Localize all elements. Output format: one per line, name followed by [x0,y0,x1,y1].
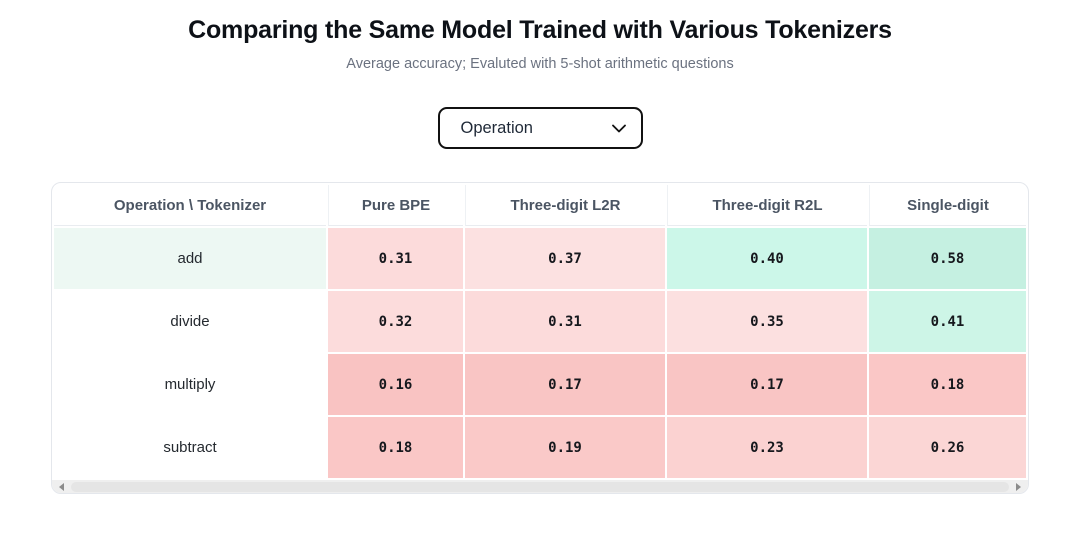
page-title: Comparing the Same Model Trained with Va… [188,16,892,44]
cell-divide-pure-bpe: 0.32 [328,291,463,352]
cell-add-three-digit-r2l: 0.40 [667,228,867,289]
cell-add-pure-bpe: 0.31 [328,228,463,289]
cell-multiply-three-digit-l2r: 0.17 [465,354,665,415]
row-label-add: add [54,228,326,289]
scrollbar-thumb[interactable] [71,481,1009,492]
cell-add-single-digit: 0.58 [869,228,1026,289]
column-header-three-digit-l2r: Three-digit L2R [465,185,665,226]
cell-multiply-single-digit: 0.18 [869,354,1026,415]
cell-subtract-single-digit: 0.26 [869,417,1026,478]
table-row-divide: divide 0.32 0.31 0.35 0.41 [54,291,1026,352]
chevron-down-icon [611,124,626,133]
cell-multiply-pure-bpe: 0.16 [328,354,463,415]
dropdown-row: Operation [0,107,1080,149]
cell-subtract-three-digit-l2r: 0.19 [465,417,665,478]
cell-subtract-three-digit-r2l: 0.23 [667,417,867,478]
table-row-add: add 0.31 0.37 0.40 0.58 [54,228,1026,289]
horizontal-scrollbar[interactable] [52,480,1028,493]
table-row-multiply: multiply 0.16 0.17 0.17 0.18 [54,354,1026,415]
scroll-left-arrow-icon[interactable] [59,482,64,491]
scroll-right-arrow-icon[interactable] [1016,482,1021,491]
cell-add-three-digit-l2r: 0.37 [465,228,665,289]
column-header-operation-tokenizer: Operation \ Tokenizer [54,185,326,226]
heatmap-table-card: Operation \ Tokenizer Pure BPE Three-dig… [51,182,1029,494]
cell-subtract-pure-bpe: 0.18 [328,417,463,478]
page-subtitle: Average accuracy; Evaluted with 5-shot a… [346,56,734,72]
cell-divide-single-digit: 0.41 [869,291,1026,352]
cell-divide-three-digit-l2r: 0.31 [465,291,665,352]
column-header-pure-bpe: Pure BPE [328,185,463,226]
row-label-divide: divide [54,291,326,352]
row-label-multiply: multiply [54,354,326,415]
row-label-subtract: subtract [54,417,326,478]
table-row-subtract: subtract 0.18 0.19 0.23 0.26 [54,417,1026,478]
heatmap-table: Operation \ Tokenizer Pure BPE Three-dig… [52,183,1028,480]
cell-divide-three-digit-r2l: 0.35 [667,291,867,352]
page: Comparing the Same Model Trained with Va… [0,16,1080,538]
cell-multiply-three-digit-r2l: 0.17 [667,354,867,415]
operation-dropdown-value: Operation [460,118,533,137]
table-header-row: Operation \ Tokenizer Pure BPE Three-dig… [54,185,1026,226]
column-header-single-digit: Single-digit [869,185,1026,226]
column-header-three-digit-r2l: Three-digit R2L [667,185,867,226]
operation-dropdown[interactable]: Operation [437,107,643,149]
